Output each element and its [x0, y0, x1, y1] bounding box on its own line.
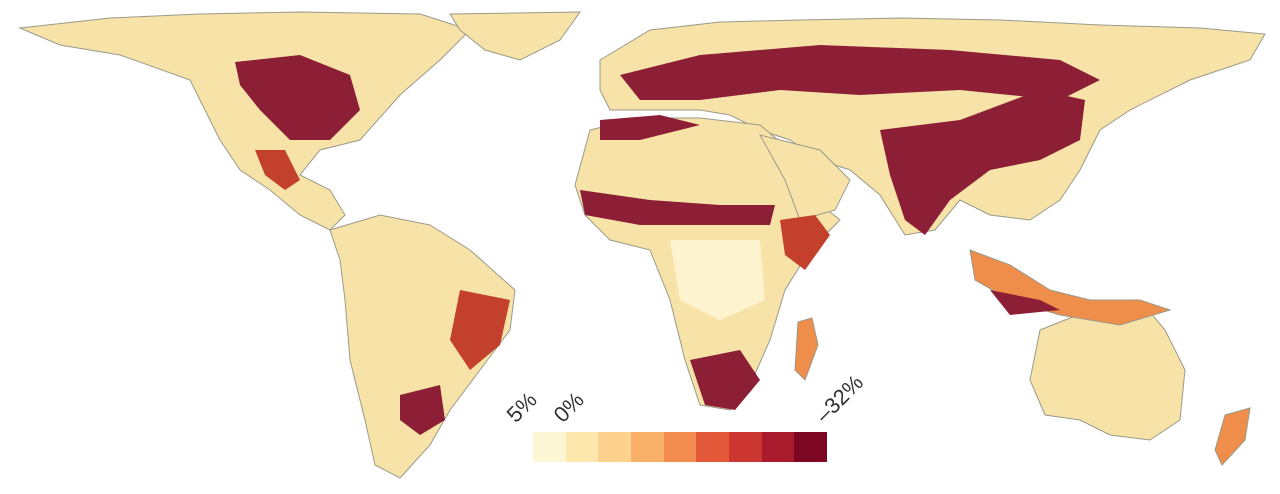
hotspot-sahel: [580, 190, 775, 225]
legend-swatch-6: [696, 432, 730, 462]
impact-hotspots: [235, 45, 1100, 435]
legend-swatch-7: [729, 432, 762, 462]
southeast-asia-islands: [969, 249, 1172, 326]
north-america: [18, 11, 471, 231]
hotspot-east-africa: [780, 215, 830, 270]
madagascar: [794, 317, 819, 381]
hotspot-argentina: [400, 385, 445, 435]
hotspot-south-africa: [690, 350, 760, 410]
hotspot-us-midwest: [235, 55, 360, 140]
legend-swatch-3: [598, 432, 632, 462]
arabia: [759, 134, 851, 221]
legend-swatch-5: [663, 432, 697, 462]
hotspot-indonesia: [990, 290, 1060, 315]
legend-swatch-4: [631, 432, 664, 462]
legend-swatch-8: [761, 432, 795, 462]
hotspot-north-africa-coast: [600, 115, 700, 140]
greenland: [449, 11, 581, 61]
legend-swatch-1: [533, 432, 566, 462]
new-zealand: [1214, 407, 1251, 466]
hotspot-india-china: [880, 90, 1085, 235]
hotspot-central-africa-light: [670, 240, 765, 320]
color-scale-legend: [533, 432, 828, 462]
legend-swatch-2: [565, 432, 599, 462]
hotspot-europe-steppe: [620, 45, 1100, 100]
hotspot-mexico: [255, 150, 300, 190]
south-america: [329, 214, 516, 479]
hotspot-brazil-east: [450, 290, 510, 370]
legend-swatch-9: [794, 432, 828, 462]
